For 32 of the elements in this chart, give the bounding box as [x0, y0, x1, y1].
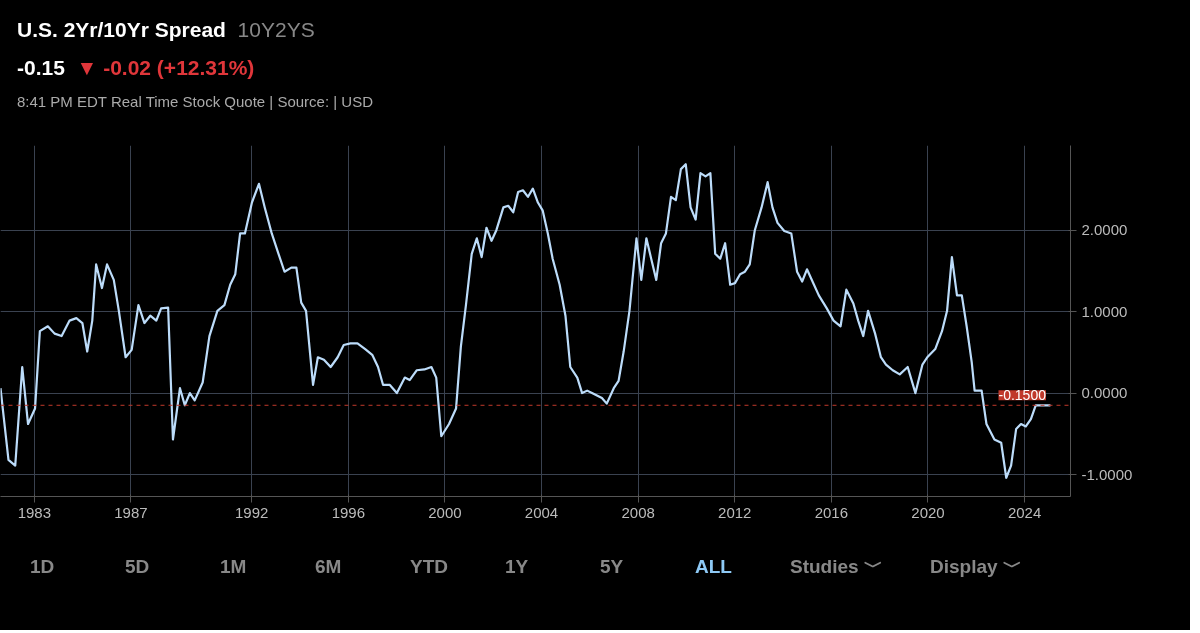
x-tick-label: 2004 [524, 503, 559, 521]
text: Studies ﹀ [790, 555, 884, 579]
x-tick-label: 1983 [17, 503, 52, 521]
x-tick-label: 2008 [621, 503, 655, 521]
text: 6M [315, 555, 343, 579]
x-tick-label: 1992 [235, 503, 269, 521]
x-tick-label: 1987 [114, 503, 148, 521]
ref-line-label: -0.1500 [998, 387, 1047, 404]
text: 1Y [505, 555, 530, 579]
text: ALL [695, 555, 733, 579]
x-tick-label: 2024 [1007, 503, 1042, 521]
x-tick-label: 2020 [911, 503, 945, 521]
text: 5D [125, 555, 151, 579]
x-tick-label: 2016 [814, 503, 849, 521]
y-tick-label: 1.0000 [1081, 302, 1128, 320]
y-tick-label: 0.0000 [1081, 384, 1128, 402]
x-tick-label: 1996 [331, 503, 365, 521]
chart-title: U.S. 2Yr/10Yr Spread [17, 18, 226, 41]
line-series [0, 163, 1052, 479]
text: 1M [220, 555, 248, 579]
text: ▼ -0.02 (+12.31%) [75, 56, 255, 79]
text: 5Y [600, 555, 625, 579]
text: Display ﹀ [930, 555, 1023, 579]
text: -0.15 [17, 56, 65, 79]
y-tick-label: -1.0000 [1081, 465, 1133, 483]
chart-subtitle: 10Y2YS [236, 18, 315, 41]
text: 8:41 PM EDT Real Time Stock Quote | Source: | USD [17, 92, 373, 112]
text: YTD [410, 555, 449, 579]
text: 1D [30, 555, 56, 579]
y-tick-label: 2.0000 [1081, 221, 1128, 239]
x-tick-label: 2012 [718, 503, 752, 521]
x-tick-label: 2000 [428, 503, 462, 521]
